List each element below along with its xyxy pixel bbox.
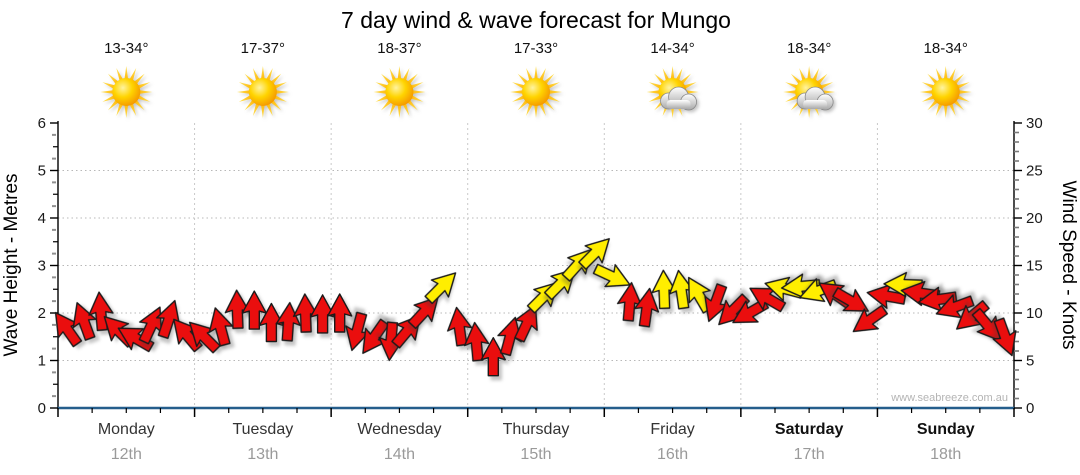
day-date-wednesday: 14th	[384, 446, 415, 463]
right-axis-title: Wind Speed - Knots	[1058, 181, 1079, 350]
right-axis-tick-label: 20	[1026, 210, 1043, 227]
wind-arrow-day4-slot0	[592, 263, 631, 288]
axis-layer: 0 1 2 3 4 5 6 0 5 10 15 20 25 30	[38, 115, 1043, 417]
wind-arrow-day0-slot5	[138, 306, 163, 345]
wind-arrow-day2-slot5	[407, 296, 439, 330]
temperature-range-friday: 14-34°	[650, 40, 694, 57]
weather-icon-partly-cloudy-friday	[646, 66, 699, 118]
weather-icon-layer	[100, 66, 972, 118]
wind-arrow-day5-slot6	[832, 287, 869, 312]
temperature-range-saturday: 18-34°	[787, 40, 831, 57]
wind-arrow-day4-slot3	[651, 269, 677, 310]
wind-arrow-day4-slot2	[633, 287, 660, 328]
wind-arrow-layer	[54, 238, 1017, 377]
left-axis-title: Wave Height - Metres	[1, 173, 22, 356]
sun-disc	[931, 78, 960, 106]
day-date-friday: 16th	[657, 446, 688, 463]
watermark: www.seabreeze.com.au	[890, 392, 1008, 404]
temperature-range-sunday: 18-34°	[924, 40, 968, 57]
day-label-monday: Monday	[98, 421, 155, 438]
wind-arrow-day6-slot4	[935, 294, 975, 319]
day-date-tuesday: 13th	[247, 446, 278, 463]
wind-arrow-day4-slot6	[704, 283, 729, 323]
wind-arrow-day4-slot4	[668, 269, 695, 310]
wind-arrow-day1-slot2	[224, 289, 251, 330]
left-axis-tick-label: 6	[38, 115, 46, 132]
day-date-monday: 12th	[111, 446, 142, 463]
left-axis-tick-label: 4	[38, 210, 46, 227]
weather-icon-sunny-wednesday	[373, 66, 426, 118]
right-axis-tick-label: 25	[1026, 163, 1043, 180]
wind-arrow-day0-slot7	[173, 318, 203, 353]
day-date-sunday: 18th	[930, 446, 961, 463]
right-axis-tick-label: 10	[1026, 305, 1043, 322]
day-label-sunday: Sunday	[917, 421, 975, 438]
weather-icon-sunny-thursday	[510, 66, 562, 118]
temperature-range-thursday: 17-33°	[514, 40, 558, 57]
cloud-shape	[796, 86, 834, 111]
sun-disc	[522, 78, 550, 106]
wind-arrow-day4-slot1	[616, 281, 643, 322]
right-axis-tick-label: 5	[1026, 353, 1034, 370]
wind-arrow-day1-slot1	[208, 307, 234, 347]
left-axis-tick-label: 5	[38, 163, 46, 180]
wind-arrow-day0-slot1	[72, 302, 97, 341]
day-label-friday: Friday	[650, 421, 694, 438]
day-date-thursday: 15th	[520, 446, 551, 463]
day-date-saturday: 17th	[794, 446, 825, 463]
sun-disc	[112, 78, 141, 106]
day-label-thursday: Thursday	[503, 421, 570, 438]
wind-arrow-day6-slot6	[971, 307, 1002, 342]
left-axis-tick-label: 3	[38, 258, 46, 275]
wind-arrow-day3-slot1	[480, 337, 506, 377]
wind-arrow-day6-slot7	[992, 317, 1017, 357]
wind-arrow-day6-slot3	[917, 286, 958, 312]
right-axis-tick-label: 30	[1026, 115, 1043, 132]
wind-arrow-day2-slot0	[327, 293, 353, 333]
wind-arrow-day0-slot0	[54, 311, 83, 348]
temperature-range-wednesday: 18-37°	[377, 40, 421, 57]
wind-arrow-day5-slot7	[852, 304, 889, 333]
weather-icon-partly-cloudy-saturday	[783, 66, 836, 118]
wind-arrow-day1-slot7	[309, 294, 336, 334]
temperature-range-monday: 13-34°	[104, 40, 148, 57]
left-axis-tick-label: 1	[38, 353, 46, 370]
label-layer: 13-34° Monday 12th 17-37° Tuesday 13th 18-37° W…	[98, 40, 975, 463]
weather-icon-sunny-monday	[100, 66, 153, 118]
day-label-saturday: Saturday	[775, 421, 844, 438]
wind-arrow-day3-slot3	[514, 304, 538, 343]
left-axis-tick-label: 0	[38, 400, 46, 417]
right-axis-tick-label: 0	[1026, 400, 1034, 417]
wind-arrow-day2-slot6	[424, 272, 457, 305]
sun-disc	[248, 78, 277, 106]
day-label-wednesday: Wednesday	[357, 421, 441, 438]
right-axis-tick-label: 15	[1026, 258, 1043, 275]
weather-icon-sunny-tuesday	[236, 66, 289, 118]
wind-arrow-day0-slot6	[155, 299, 181, 340]
wind-arrow-day3-slot7	[578, 238, 610, 270]
wind-arrow-day1-slot4	[258, 302, 285, 343]
cloud-shape	[660, 86, 697, 111]
left-axis-tick-label: 2	[38, 305, 46, 322]
wind-arrow-day5-slot1	[749, 287, 787, 313]
wind-arrow-day1-slot6	[292, 293, 319, 333]
sun-disc	[385, 78, 414, 106]
page-title: 7 day wind & wave forecast for Mungo	[341, 7, 731, 33]
day-label-tuesday: Tuesday	[232, 421, 293, 438]
wind-arrow-day0-slot4	[117, 327, 155, 353]
weather-icon-sunny-sunday	[919, 66, 972, 118]
wind-arrow-day2-slot1	[345, 311, 370, 352]
temperature-range-tuesday: 17-37°	[241, 40, 285, 57]
grid-layer	[58, 123, 1014, 408]
